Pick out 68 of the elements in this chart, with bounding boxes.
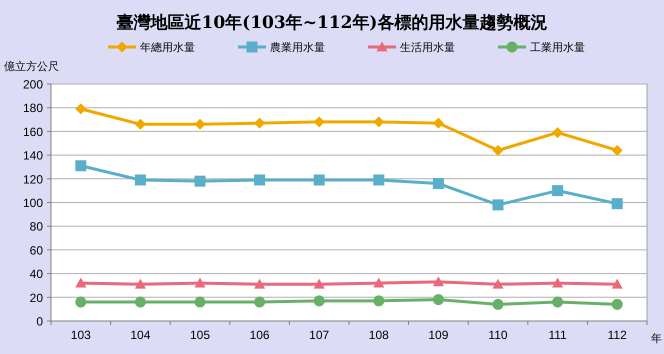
- point: [75, 296, 86, 308]
- legend-label: 生活用水量: [400, 41, 455, 54]
- point: [314, 174, 325, 186]
- x-tick-label: 109: [428, 328, 449, 342]
- x-tick-label: 103: [70, 328, 92, 342]
- point: [254, 174, 266, 186]
- y-tick-label: 80: [30, 220, 44, 234]
- point: [194, 296, 206, 308]
- point: [134, 118, 146, 130]
- y-tick-label: 20: [30, 290, 44, 305]
- point: [432, 276, 444, 286]
- y-tick-label: 120: [22, 172, 44, 186]
- x-axis-title: 年: [651, 332, 662, 345]
- x-tick-label: 104: [130, 328, 151, 342]
- point: [552, 127, 564, 138]
- point: [194, 118, 206, 130]
- point: [75, 278, 86, 288]
- point: [134, 296, 146, 308]
- y-axis-title: 億立方公尺: [4, 60, 59, 73]
- y-tick-label: 180: [22, 101, 44, 116]
- x-tick-label: 106: [250, 328, 270, 342]
- point: [492, 298, 504, 310]
- point: [612, 298, 623, 310]
- x-tick-label: 111: [548, 328, 568, 342]
- x-tick-label: 112: [608, 328, 628, 342]
- point: [492, 144, 504, 156]
- x-tick-label: 107: [309, 328, 330, 342]
- point: [552, 185, 564, 196]
- point: [373, 174, 384, 186]
- legend-label: 年總用水量: [140, 41, 195, 54]
- point: [492, 199, 504, 210]
- point: [432, 294, 444, 306]
- y-tick-label: 200: [22, 78, 44, 92]
- point: [194, 176, 206, 187]
- point: [314, 295, 325, 306]
- point: [492, 278, 504, 289]
- y-tick-label: 60: [30, 243, 44, 258]
- y-tick-label: 160: [22, 124, 44, 139]
- x-tick-label: 105: [190, 328, 210, 342]
- x-tick-label: 108: [368, 328, 390, 342]
- point: [254, 118, 266, 129]
- legend-label: 農業用水量: [270, 41, 325, 54]
- point: [75, 160, 86, 172]
- point: [432, 118, 444, 129]
- y-tick-label: 100: [22, 196, 44, 210]
- point: [134, 278, 146, 289]
- y-tick-label: 140: [22, 148, 44, 163]
- point: [194, 278, 206, 288]
- chart-title: 臺灣地區近10年(103年~112年)各標的用水量趨勢概況: [116, 13, 548, 33]
- point: [612, 198, 623, 210]
- y-tick-label: 0: [36, 314, 44, 328]
- point: [612, 144, 623, 156]
- point: [552, 278, 564, 288]
- point: [552, 296, 564, 308]
- point: [134, 174, 146, 186]
- point: [75, 103, 86, 114]
- point: [373, 278, 384, 288]
- point: [432, 178, 444, 190]
- point: [373, 295, 384, 306]
- x-tick-label: 110: [488, 328, 508, 342]
- point: [314, 116, 325, 128]
- legend-label: 工業用水量: [530, 41, 585, 54]
- y-tick-label: 40: [30, 267, 44, 282]
- point: [254, 296, 266, 308]
- point: [314, 278, 325, 289]
- point: [612, 278, 623, 289]
- point: [254, 278, 266, 289]
- point: [373, 116, 384, 128]
